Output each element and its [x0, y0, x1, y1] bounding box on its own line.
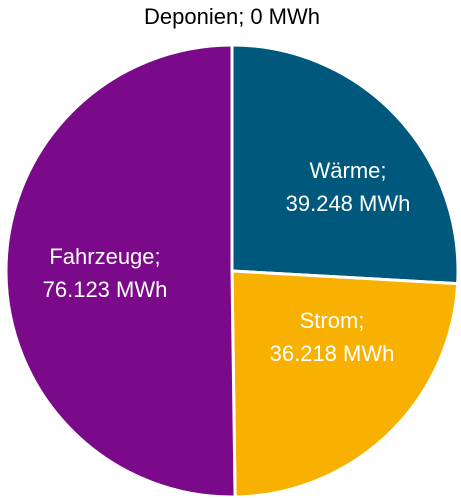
data-label: Wärme; 39.248 MWh [286, 158, 411, 216]
category-label: Strom; [300, 308, 365, 333]
data-label: Deponien; 0 MWh [144, 4, 320, 29]
pie-slice [230, 269, 460, 498]
category-label: Deponien; [144, 4, 244, 29]
value-label: 0 MWh [250, 4, 320, 29]
value-label: 39.248 MWh [286, 191, 411, 216]
value-label: 36.218 MWh [270, 341, 395, 366]
category-label: Wärme; [310, 158, 387, 183]
pie-slice [4, 43, 237, 498]
pie-slice [230, 43, 460, 286]
data-label: Fahrzeuge; 76.123 MWh [43, 244, 168, 302]
data-label: Strom; 36.218 MWh [270, 308, 395, 366]
value-label: 76.123 MWh [43, 277, 168, 302]
category-label: Fahrzeuge; [49, 244, 160, 269]
